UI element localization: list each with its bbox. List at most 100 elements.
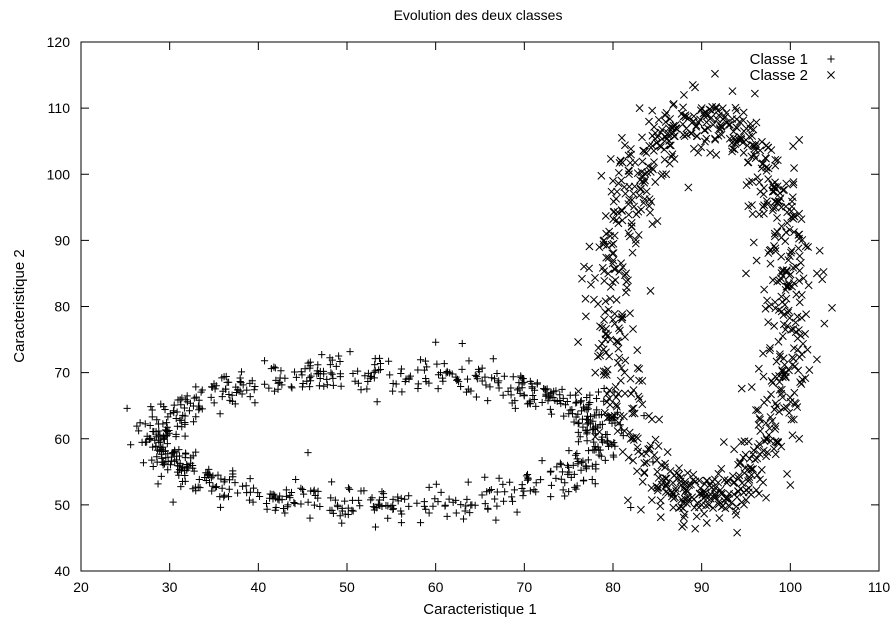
data-point (584, 447, 593, 455)
data-point (614, 419, 623, 427)
data-point (651, 435, 660, 444)
data-point (327, 494, 335, 502)
data-point (601, 297, 610, 306)
data-point (141, 438, 150, 446)
data-point (287, 488, 296, 497)
data-point (711, 483, 720, 492)
y-tick-label: 80 (54, 299, 70, 315)
data-point (609, 256, 618, 265)
data-point (270, 387, 279, 395)
data-point (779, 354, 788, 363)
data-point (333, 501, 342, 509)
data-point (773, 156, 782, 165)
data-point (756, 415, 764, 424)
data-point (717, 488, 726, 497)
data-point (220, 491, 228, 499)
data-point (606, 294, 615, 303)
data-point (777, 442, 786, 451)
data-point (734, 474, 743, 483)
data-point (668, 478, 677, 487)
data-point (538, 398, 546, 407)
data-point (228, 391, 236, 399)
data-point (209, 472, 217, 480)
legend-plus-icon (827, 55, 835, 63)
data-point (626, 434, 635, 443)
data-point (787, 248, 795, 257)
data-point (216, 410, 224, 418)
data-point (153, 458, 161, 466)
data-point (753, 173, 762, 182)
data-point (517, 372, 525, 380)
data-point (783, 219, 792, 227)
data-point (600, 315, 609, 324)
data-point (576, 433, 584, 441)
data-point (277, 367, 285, 375)
data-point (341, 510, 349, 518)
data-point (603, 389, 612, 398)
data-point (663, 448, 672, 457)
data-point (573, 398, 581, 406)
data-point (220, 493, 228, 501)
data-point (597, 452, 605, 460)
data-point (345, 485, 354, 493)
data-point (175, 471, 183, 479)
data-point (629, 189, 638, 198)
legend-label-classe-2: Classe 2 (750, 67, 808, 84)
data-point (189, 418, 198, 426)
data-point (614, 344, 623, 353)
data-point (320, 382, 328, 390)
data-point (764, 249, 773, 258)
data-point (608, 259, 617, 268)
data-point (804, 281, 813, 290)
data-point (398, 388, 406, 396)
data-point (797, 350, 806, 359)
data-point (744, 158, 753, 167)
data-point (487, 485, 495, 494)
data-point (748, 209, 757, 218)
data-point (730, 145, 739, 154)
data-point (640, 459, 649, 468)
data-point (615, 353, 624, 362)
data-point (369, 503, 378, 511)
data-point (574, 410, 582, 418)
data-point (790, 164, 799, 173)
data-point (641, 176, 649, 185)
data-point (768, 416, 777, 425)
data-point (482, 381, 490, 389)
data-point (371, 361, 379, 369)
data-point (764, 164, 773, 173)
data-point (709, 120, 718, 129)
data-point (429, 502, 437, 510)
data-point (795, 434, 804, 443)
data-point (529, 391, 537, 400)
data-point (764, 430, 773, 439)
data-point (507, 391, 515, 399)
data-point (797, 215, 806, 224)
data-point (662, 170, 671, 179)
data-point (547, 410, 556, 418)
data-point (607, 240, 616, 249)
data-point (692, 122, 700, 131)
data-point (580, 262, 588, 271)
data-point (754, 420, 763, 429)
x-tick-label: 70 (517, 579, 533, 595)
data-point (672, 124, 680, 133)
data-point (434, 385, 442, 393)
data-point (574, 460, 582, 468)
data-point (613, 408, 622, 416)
data-point (637, 168, 646, 176)
data-point (146, 421, 154, 430)
data-point (337, 382, 345, 390)
data-point (298, 485, 307, 494)
data-point (642, 449, 651, 458)
data-point (542, 386, 550, 394)
x-tick-label: 50 (339, 579, 355, 595)
data-point (783, 308, 792, 317)
data-point (771, 425, 780, 434)
data-point (645, 141, 654, 150)
data-point (493, 502, 501, 510)
data-point (625, 196, 634, 205)
data-point (495, 474, 503, 482)
data-point (282, 492, 291, 500)
data-point (323, 381, 331, 389)
